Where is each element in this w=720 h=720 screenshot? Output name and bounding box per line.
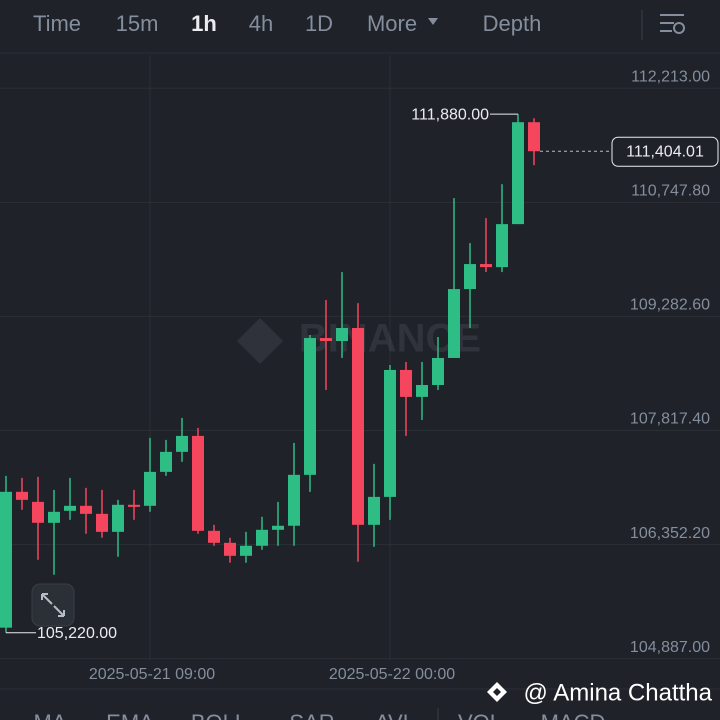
candle-body xyxy=(320,338,332,341)
candle-body xyxy=(240,545,252,556)
candle-body xyxy=(336,327,348,341)
tab[interactable]: More xyxy=(367,11,417,36)
candle-body xyxy=(16,491,28,500)
tab[interactable]: Depth xyxy=(483,11,542,36)
y-tick-label: 112,213.00 xyxy=(631,68,710,85)
indicator-tab[interactable]: SAR xyxy=(289,710,334,720)
candle-body xyxy=(528,122,540,152)
candle-body xyxy=(48,511,60,523)
candle-body xyxy=(176,435,188,452)
more-caret xyxy=(428,18,438,25)
candle-body xyxy=(384,369,396,497)
y-tick-label: 110,747.80 xyxy=(631,183,710,200)
candle-body xyxy=(432,357,444,385)
tab[interactable]: 4h xyxy=(249,11,273,36)
indicator-tab[interactable]: AVL xyxy=(375,710,415,720)
candle-body xyxy=(112,504,124,532)
y-tick-label: 109,282.60 xyxy=(630,297,710,314)
x-tick-label: 2025-05-22 00:00 xyxy=(329,666,455,683)
candle-body xyxy=(368,496,380,525)
last-price-label: 111,404.01 xyxy=(626,143,704,160)
candle-body xyxy=(160,451,172,472)
credit-logo xyxy=(487,682,507,702)
indicator-tab[interactable]: EMA xyxy=(106,710,154,720)
tab[interactable]: 1D xyxy=(305,11,333,36)
credit: @ Amina Chattha xyxy=(524,679,713,706)
candle-body xyxy=(464,264,476,290)
high-marker-label: 111,880.00 xyxy=(411,106,489,123)
tab[interactable]: Time xyxy=(33,11,81,36)
low-marker-label: 105,220.00 xyxy=(37,625,117,642)
candle-body xyxy=(304,338,316,475)
last-price-box xyxy=(611,136,719,167)
x-tick-label: 2025-05-21 09:00 xyxy=(89,666,215,683)
candle-body xyxy=(400,369,412,397)
tab[interactable]: 1h xyxy=(191,11,217,36)
candle-body xyxy=(64,505,76,511)
candle-body xyxy=(416,384,428,397)
candle-body xyxy=(96,513,108,532)
indicator-tab[interactable]: VOL xyxy=(458,710,502,720)
candle-body xyxy=(144,471,156,506)
tab[interactable]: 15m xyxy=(116,11,159,36)
candle-body xyxy=(448,289,460,358)
indicator-tab[interactable]: MA xyxy=(34,710,67,720)
y-tick-label: 106,352.20 xyxy=(630,525,710,542)
candle-body xyxy=(352,327,364,525)
candle-body xyxy=(496,224,508,268)
candle-body xyxy=(208,530,220,543)
indicator-tab[interactable]: BOLL xyxy=(191,710,247,720)
candle-body xyxy=(512,122,524,225)
y-tick-label: 104,887.00 xyxy=(630,639,710,656)
candle-body xyxy=(480,264,492,268)
candle-body xyxy=(224,542,236,556)
expand-button[interactable] xyxy=(31,583,75,627)
indicator-tab[interactable]: MACD xyxy=(541,710,606,720)
candle-body xyxy=(128,504,140,507)
candle-body xyxy=(80,505,92,514)
settings-icon[interactable] xyxy=(660,14,685,34)
y-tick-label: 107,817.40 xyxy=(630,411,710,428)
candle-body xyxy=(288,474,300,526)
candle-body xyxy=(0,491,12,628)
watermark-logo xyxy=(237,318,283,364)
candle-body xyxy=(192,435,204,531)
candle-body xyxy=(256,529,268,546)
candle-body xyxy=(272,525,284,530)
candle-body xyxy=(32,501,44,523)
